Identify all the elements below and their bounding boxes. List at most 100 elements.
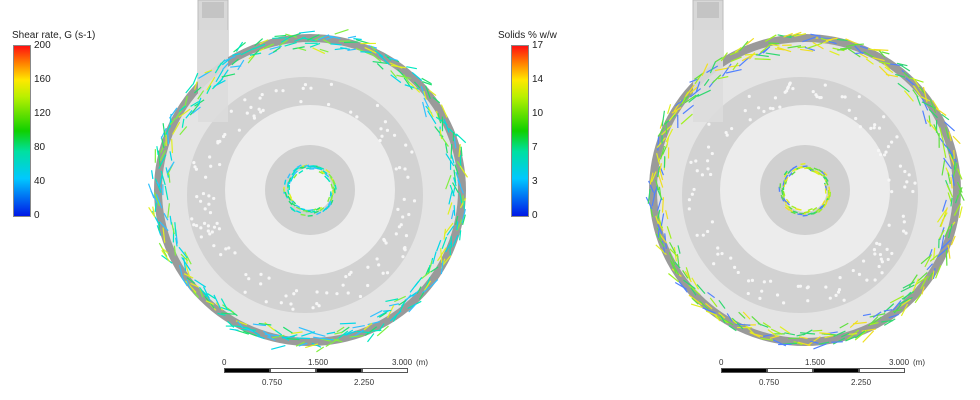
velocity-arrow: [814, 171, 820, 176]
velocity-arrow: [807, 167, 813, 170]
perforation-hole: [346, 291, 350, 295]
velocity-arrow: [285, 337, 300, 341]
perforation-hole: [837, 287, 842, 292]
velocity-arrow: [274, 34, 287, 38]
velocity-arrow: [784, 174, 789, 180]
perforation-hole: [279, 301, 283, 305]
perforation-hole: [208, 155, 212, 159]
velocity-arrow: [243, 330, 258, 337]
velocity-arrow: [909, 77, 924, 83]
velocity-arrow: [895, 73, 906, 78]
perforation-hole: [878, 252, 883, 257]
velocity-arrow: [181, 118, 185, 128]
perforation-hole: [355, 115, 359, 119]
velocity-arrow: [715, 314, 729, 324]
velocity-arrow: [827, 195, 831, 201]
velocity-arrow: [272, 46, 281, 53]
velocity-arrow: [947, 244, 951, 259]
velocity-arrow: [385, 298, 399, 303]
velocity-arrow: [668, 252, 676, 266]
velocity-arrow: [743, 323, 756, 336]
velocity-arrow: [714, 67, 729, 72]
perforation-hole: [224, 247, 228, 251]
velocity-arrow: [300, 213, 306, 216]
velocity-arrow: [818, 341, 830, 345]
velocity-arrow: [383, 309, 392, 312]
velocity-arrow: [310, 210, 316, 214]
velocity-arrow: [322, 39, 332, 45]
velocity-arrow: [184, 95, 188, 106]
perforation-hole: [204, 175, 208, 179]
velocity-arrow: [947, 192, 952, 203]
perforation-hole: [689, 160, 693, 164]
velocity-arrow: [447, 202, 453, 215]
velocity-arrow: [818, 172, 823, 177]
velocity-arrow: [190, 282, 199, 288]
velocity-arrow: [791, 31, 802, 37]
velocity-arrow: [403, 74, 411, 84]
velocity-arrow: [769, 335, 780, 339]
perforation-hole: [877, 126, 882, 130]
velocity-arrow: [427, 110, 437, 125]
velocity-arrow: [334, 331, 343, 335]
scale-label: 0.750: [759, 378, 780, 387]
velocity-arrow: [937, 247, 949, 258]
perforation-hole: [886, 145, 891, 149]
perforation-hole: [773, 96, 778, 100]
perforation-hole: [750, 278, 755, 282]
perforation-hole: [379, 127, 383, 131]
perforation-hole: [335, 292, 339, 296]
perforation-hole: [212, 225, 217, 229]
scale-segment: [316, 368, 362, 373]
velocity-arrow: [679, 95, 690, 107]
velocity-arrow: [293, 170, 298, 176]
velocity-arrow: [939, 137, 946, 146]
velocity-arrow: [194, 86, 202, 94]
velocity-arrow: [791, 167, 797, 172]
velocity-arrow: [928, 108, 938, 119]
velocity-arrow: [158, 221, 169, 232]
perforation-hole: [299, 100, 303, 104]
velocity-arrow: [271, 344, 286, 350]
velocity-arrow: [396, 74, 411, 80]
perforation-hole: [267, 276, 271, 280]
velocity-arrow: [932, 268, 936, 280]
perforation-hole: [259, 272, 263, 276]
velocity-arrow: [284, 41, 297, 47]
velocity-arrow: [811, 170, 817, 173]
velocity-arrow: [416, 286, 422, 294]
velocity-arrow: [432, 96, 441, 104]
perforation-hole: [743, 109, 747, 113]
velocity-arrow: [202, 286, 211, 302]
velocity-arrow: [748, 52, 756, 60]
perforation-hole: [736, 270, 740, 275]
perforation-hole: [274, 89, 278, 93]
perforation-hole: [904, 231, 908, 235]
velocity-arrow: [810, 33, 821, 37]
velocity-arrow: [690, 287, 697, 296]
perforation-hole: [404, 234, 409, 238]
velocity-arrow: [669, 248, 679, 258]
velocity-arrow: [941, 113, 950, 121]
perforation-hole: [690, 192, 694, 196]
perforation-hole: [378, 138, 382, 143]
velocity-arrow: [356, 330, 371, 334]
velocity-arrow: [421, 286, 431, 294]
velocity-arrow: [160, 127, 167, 140]
velocity-arrow: [340, 47, 351, 50]
velocity-arrow: [204, 69, 213, 74]
perforation-hole: [706, 167, 710, 171]
velocity-arrow: [198, 70, 212, 79]
velocity-arrow: [794, 33, 807, 37]
perforation-hole: [325, 291, 329, 295]
velocity-arrow: [289, 206, 295, 211]
velocity-arrow: [945, 127, 950, 139]
velocity-arrow: [459, 165, 469, 178]
velocity-arrow: [422, 101, 427, 118]
velocity-arrow: [719, 314, 726, 324]
velocity-arrow: [656, 137, 667, 148]
velocity-arrow: [888, 313, 899, 319]
velocity-arrow: [862, 330, 875, 343]
perforation-hole: [895, 135, 899, 139]
velocity-arrow: [455, 215, 459, 225]
